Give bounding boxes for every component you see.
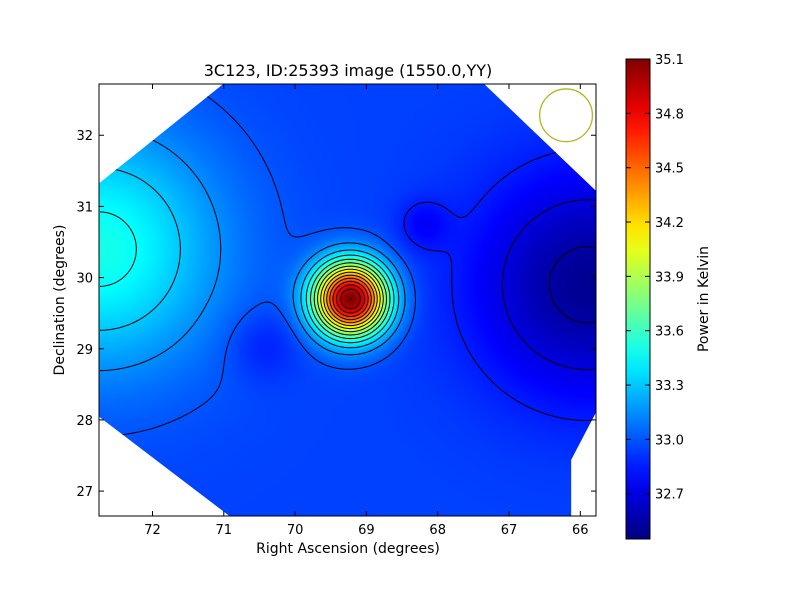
contour-line (329, 277, 372, 321)
contour-line (323, 271, 378, 327)
contour-line (326, 274, 375, 324)
x-tick-label: 72 (144, 523, 161, 538)
contour-line (317, 265, 384, 333)
colorbar: 35.1 34.8 34.5 34.2 33.9 33.6 33.3 33.0 32.7 Pow… (625, 53, 712, 540)
colorbar-gradient (625, 58, 651, 540)
colorbar-tick-label: 34.2 (655, 216, 684, 231)
plot-area: 72 71 70 69 68 67 66 27 28 29 30 31 32 (76, 83, 597, 538)
x-axis-ticks: 72 71 70 69 68 67 66 (144, 84, 589, 538)
y-tick-label: 29 (76, 343, 93, 358)
contour-line (99, 211, 395, 344)
contour-line (320, 268, 381, 330)
y-tick-label: 30 (76, 272, 93, 287)
x-tick-label: 70 (287, 523, 304, 538)
contour-line (332, 280, 369, 317)
y-tick-label: 32 (76, 129, 93, 144)
y-tick-label: 31 (76, 200, 93, 215)
contour-line (336, 284, 366, 314)
x-tick-label: 66 (572, 523, 589, 538)
contour-line (548, 246, 596, 324)
chart-title: 3C123, ID:25393 image (1550.0,YY) (204, 61, 493, 80)
x-tick-label: 67 (501, 523, 518, 538)
colorbar-tick-label: 35.1 (655, 53, 684, 68)
colorbar-tick-label: 33.6 (655, 325, 684, 340)
colorbar-tick-label: 32.7 (655, 488, 684, 503)
y-tick-label: 27 (76, 485, 93, 500)
beam-circle (539, 88, 594, 143)
y-axis-label: Declination (degrees) (52, 225, 68, 376)
contour-lines (99, 84, 596, 437)
colorbar-tick-label: 33.0 (655, 433, 684, 448)
y-tick-label: 28 (76, 414, 93, 429)
x-tick-label: 68 (429, 523, 446, 538)
plot-frame (98, 83, 597, 517)
colorbar-tick-label: 34.5 (655, 162, 684, 177)
contour-line (349, 298, 352, 300)
y-axis-ticks: 27 28 29 30 31 32 (76, 129, 596, 500)
colorbar-tick-label: 33.9 (655, 270, 684, 285)
x-tick-label: 71 (216, 523, 233, 538)
colorbar-label: Power in Kelvin (696, 246, 712, 352)
colorbar-ticks: 35.1 34.8 34.5 34.2 33.9 33.6 33.3 33.0 32.7 (626, 53, 684, 503)
colorbar-tick-label: 33.3 (655, 379, 684, 394)
contour-line (501, 199, 596, 371)
x-tick-label: 69 (358, 523, 375, 538)
contour-line (340, 288, 361, 310)
contour-line (313, 262, 387, 336)
colorbar-tick-label: 34.8 (655, 107, 684, 122)
x-axis-label: Right Ascension (degrees) (256, 541, 440, 557)
heatmap-image (99, 84, 596, 516)
contour-line (310, 258, 391, 340)
